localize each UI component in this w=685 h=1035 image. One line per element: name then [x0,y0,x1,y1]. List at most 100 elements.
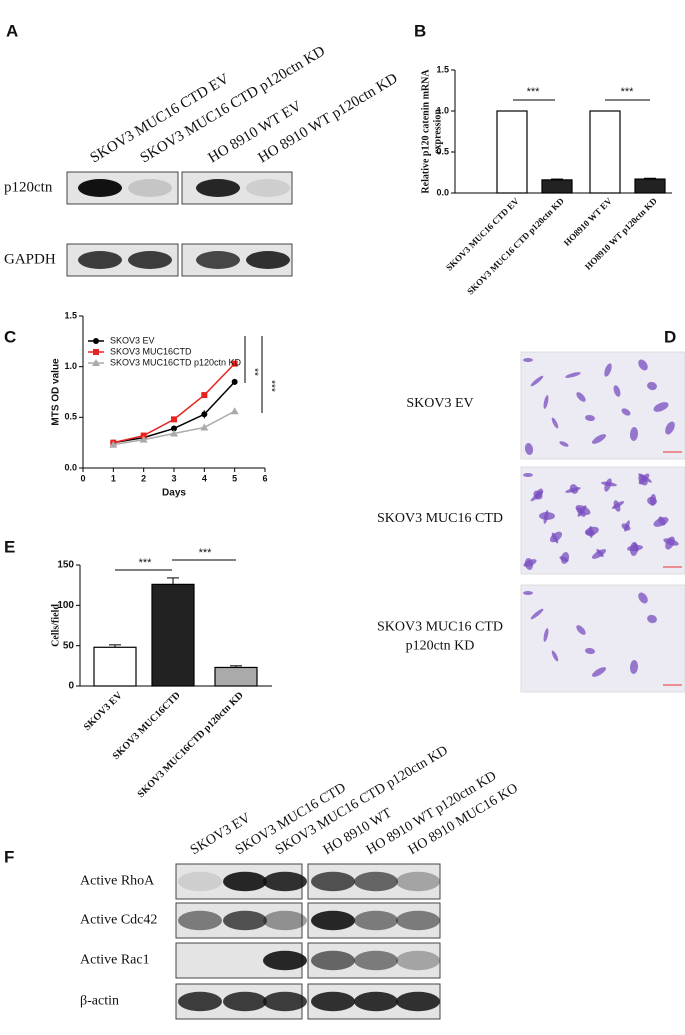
y-tick-label: 100 [57,600,74,611]
band [311,871,355,892]
x-tick-label: 3 [171,473,176,483]
cell [604,363,612,377]
cell [649,494,657,506]
y-tick-label: 1.0 [436,105,449,115]
panel-label: A [6,21,18,40]
band [128,179,172,197]
point [230,407,239,415]
bar [151,583,195,687]
cell [629,660,639,674]
cell [523,473,533,477]
x-tick-label: 5 [232,473,237,483]
annotation: *** [199,547,213,559]
cell [565,372,581,378]
y-axis-label: expression [432,109,443,154]
cell [569,484,579,494]
cell [638,473,652,483]
cell [559,441,569,447]
band [354,871,398,892]
x-tick-label: SKOV3 EV [82,689,125,732]
band [196,251,240,269]
cell [523,559,537,567]
image-label: SKOV3 EV [406,396,473,411]
band [311,950,355,971]
point [200,423,209,431]
point [231,360,238,367]
band [78,251,122,269]
band [354,950,398,971]
y-tick-label: 0.0 [436,187,449,197]
y-axis-label: MTS OD value [51,358,62,426]
point [109,440,118,448]
point [171,416,177,423]
cell [523,591,533,595]
y-axis-label: Relative p120 catenin mRNA [420,69,431,194]
cell [638,359,648,371]
band [396,950,440,971]
x-tick-label: 4 [202,473,207,483]
annotation: ** [248,368,259,376]
point [92,359,100,366]
band [354,910,398,931]
y-tick-label: 0.5 [436,146,449,156]
cell [543,395,549,409]
row-label: β-actin [80,994,119,1009]
cell [658,516,666,526]
x-tick-label: SKOV3 MUC16CTD p120ctn KD [136,690,246,800]
x-tick-label: 0 [80,473,85,483]
cell [543,628,549,642]
band [263,910,307,931]
legend-entry: SKOV3 EV [110,335,155,345]
x-tick-label: SKOV3 MUC16 CTD EV [444,195,521,272]
row-label: Active Cdc42 [80,913,157,928]
panel-label: F [4,847,14,866]
cell [601,481,617,487]
y-axis-label: Cells/field [50,604,61,647]
row-label: GAPDH [4,251,56,267]
cell [576,625,586,635]
band [311,991,355,1012]
cell [575,505,591,515]
cell [647,381,657,391]
x-tick-label: 6 [262,473,267,483]
band [396,910,440,931]
cell [530,375,544,387]
y-tick-label: 0.5 [64,412,77,422]
image-label: SKOV3 MUC16 CTD [377,511,503,526]
y-tick-label: 50 [63,640,75,651]
bar [93,646,137,687]
bar [589,110,621,194]
cell [551,417,559,429]
cell [596,549,604,557]
band [396,991,440,1012]
cell [663,538,679,546]
point [201,392,208,399]
cell [653,402,669,412]
cell [665,421,675,435]
cell [523,358,533,362]
band [178,871,222,892]
panel-label: B [414,21,426,40]
annotation: *** [527,86,541,98]
band [396,871,440,892]
cell [638,592,648,604]
annotation: *** [265,380,276,392]
annotation: *** [139,557,153,569]
panel-label: E [4,537,15,556]
image-label: SKOV3 MUC16 CTD [377,620,503,635]
panel-label: C [4,327,16,346]
cell [611,501,625,509]
cell [624,520,630,532]
legend-entry: SKOV3 MUC16CTD [110,346,192,356]
micrograph [520,584,685,693]
image-label: p120ctn KD [406,639,475,654]
band [223,910,267,931]
point [201,411,208,418]
cell [551,650,559,662]
bar [214,666,258,687]
band [246,179,290,197]
y-tick-label: 1.0 [64,361,77,371]
bar [541,179,573,194]
cell [530,608,544,620]
